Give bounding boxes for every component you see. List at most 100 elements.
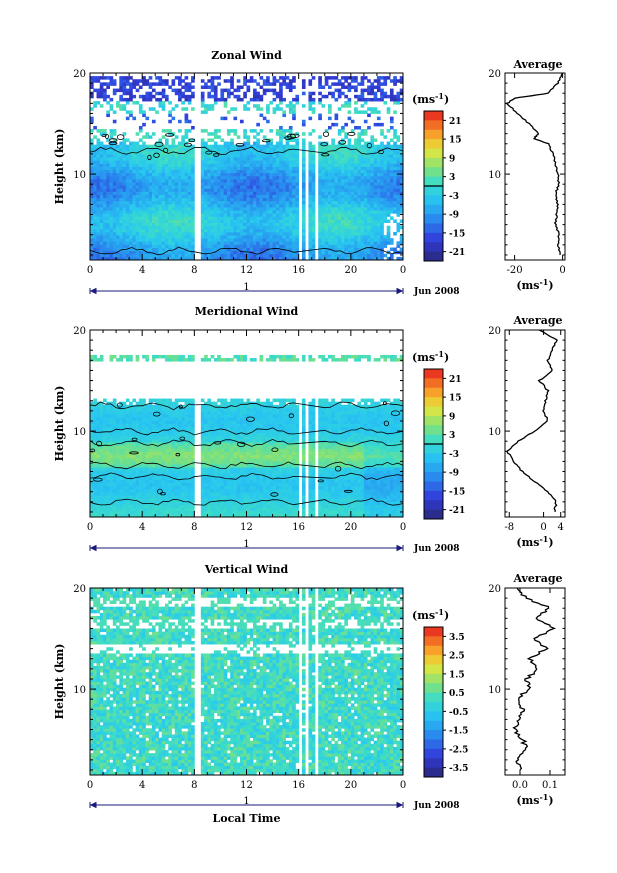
- heatmap-cell: [360, 150, 365, 155]
- heatmap-cell: [373, 110, 378, 114]
- heatmap-cell: [220, 197, 225, 202]
- heatmap-cell: [204, 238, 208, 242]
- heatmap-cell: [187, 157, 192, 161]
- heatmap-cell: [138, 429, 143, 434]
- heatmap-cell: [129, 157, 133, 161]
- heatmap-cell: [266, 191, 270, 195]
- heatmap-cell: [249, 178, 254, 183]
- heatmap-cell: [230, 182, 234, 186]
- heatmap-cell: [373, 182, 378, 186]
- heatmap-cell: [220, 97, 225, 102]
- heatmap-cell: [145, 476, 150, 480]
- heatmap-cell: [151, 160, 156, 164]
- heatmap-cell: [145, 244, 150, 248]
- heatmap-cell: [324, 172, 329, 177]
- heatmap-cell: [386, 191, 391, 195]
- heatmap-cell: [341, 191, 345, 195]
- colorbar-segment: [424, 148, 443, 159]
- heatmap-cell: [301, 144, 306, 149]
- heatmap-cell: [112, 119, 117, 124]
- heatmap-cell: [187, 200, 192, 205]
- heatmap-cell: [275, 104, 280, 108]
- heatmap-cell: [158, 104, 163, 108]
- heatmap-cell: [380, 132, 384, 136]
- heatmap-cell: [174, 219, 179, 223]
- heatmap-cell: [129, 144, 133, 149]
- heatmap-cell: [321, 194, 326, 199]
- heatmap-cell: [344, 225, 348, 230]
- heatmap-cell: [269, 200, 273, 205]
- heatmap-cell: [155, 76, 159, 80]
- heatmap-cell: [168, 253, 172, 258]
- heatmap-cell: [138, 238, 143, 242]
- heatmap-cell: [142, 256, 146, 261]
- heatmap-cell: [112, 432, 117, 437]
- heatmap-cell: [145, 203, 150, 208]
- heatmap-cell: [103, 160, 107, 164]
- heatmap-cell: [90, 253, 94, 258]
- heatmap-cell: [93, 213, 97, 217]
- heatmap-cell: [389, 91, 394, 96]
- heatmap-cell: [151, 228, 156, 233]
- heatmap-cell: [308, 172, 313, 177]
- heatmap-cell: [148, 231, 153, 236]
- heatmap-cell: [217, 188, 221, 192]
- heatmap-cell: [161, 200, 166, 205]
- heatmap-cell: [288, 138, 293, 142]
- heatmap-cell: [363, 244, 368, 248]
- heatmap-cell: [220, 88, 225, 93]
- heatmap-cell: [122, 470, 127, 474]
- profile-x-tick-label: 0: [559, 265, 565, 276]
- heatmap-cell: [129, 464, 133, 468]
- heatmap-cell: [164, 169, 169, 174]
- heatmap-cell: [210, 253, 215, 258]
- heatmap-cell: [158, 76, 163, 80]
- heatmap-cell: [129, 241, 133, 245]
- heatmap-cell: [142, 467, 146, 471]
- heatmap-cell: [145, 197, 150, 202]
- heatmap-cell: [184, 107, 189, 111]
- heatmap-cell: [328, 219, 332, 223]
- heatmap-cell: [246, 225, 251, 230]
- heatmap-cell: [357, 228, 362, 233]
- heatmap-cell: [116, 210, 120, 214]
- heatmap-cell: [93, 470, 97, 474]
- heatmap-cell: [256, 188, 260, 192]
- heatmap-cell: [138, 222, 143, 227]
- heatmap-cell: [99, 423, 104, 428]
- heatmap-cell: [161, 225, 166, 230]
- heatmap-cell: [239, 222, 244, 227]
- heatmap-cell: [328, 225, 332, 230]
- heatmap-cell: [145, 495, 150, 499]
- heatmap-cell: [103, 238, 107, 242]
- heatmap-cell: [266, 197, 270, 202]
- heatmap-cell: [135, 191, 140, 195]
- heatmap-cell: [233, 185, 238, 189]
- heatmap-cell: [354, 256, 358, 261]
- heatmap-cell: [112, 507, 117, 512]
- heatmap-cell: [295, 244, 300, 248]
- heatmap-cell: [376, 235, 381, 239]
- heatmap-cell: [220, 203, 225, 208]
- heatmap-cell: [230, 169, 234, 174]
- heatmap-cell: [321, 185, 326, 189]
- heatmap-cell: [207, 154, 212, 158]
- heatmap-cell: [393, 94, 397, 99]
- heatmap-cell: [122, 411, 127, 415]
- heatmap-cell: [103, 91, 107, 96]
- heatmap-cell: [122, 169, 127, 174]
- heatmap-cell: [334, 160, 339, 164]
- heatmap-cell: [129, 411, 133, 415]
- heatmap-cell: [125, 420, 130, 424]
- heatmap-cell: [138, 194, 143, 199]
- heatmap-cell: [295, 157, 300, 161]
- heatmap-cell: [135, 467, 140, 471]
- heatmap-cell: [138, 501, 143, 505]
- heatmap-cell: [311, 207, 316, 211]
- heatmap-cell: [96, 175, 101, 180]
- heatmap-cell: [344, 147, 348, 152]
- heatmap-cell: [155, 185, 159, 189]
- heatmap-cell: [142, 79, 146, 83]
- heatmap-cell: [112, 222, 117, 227]
- heatmap-cell: [135, 182, 140, 186]
